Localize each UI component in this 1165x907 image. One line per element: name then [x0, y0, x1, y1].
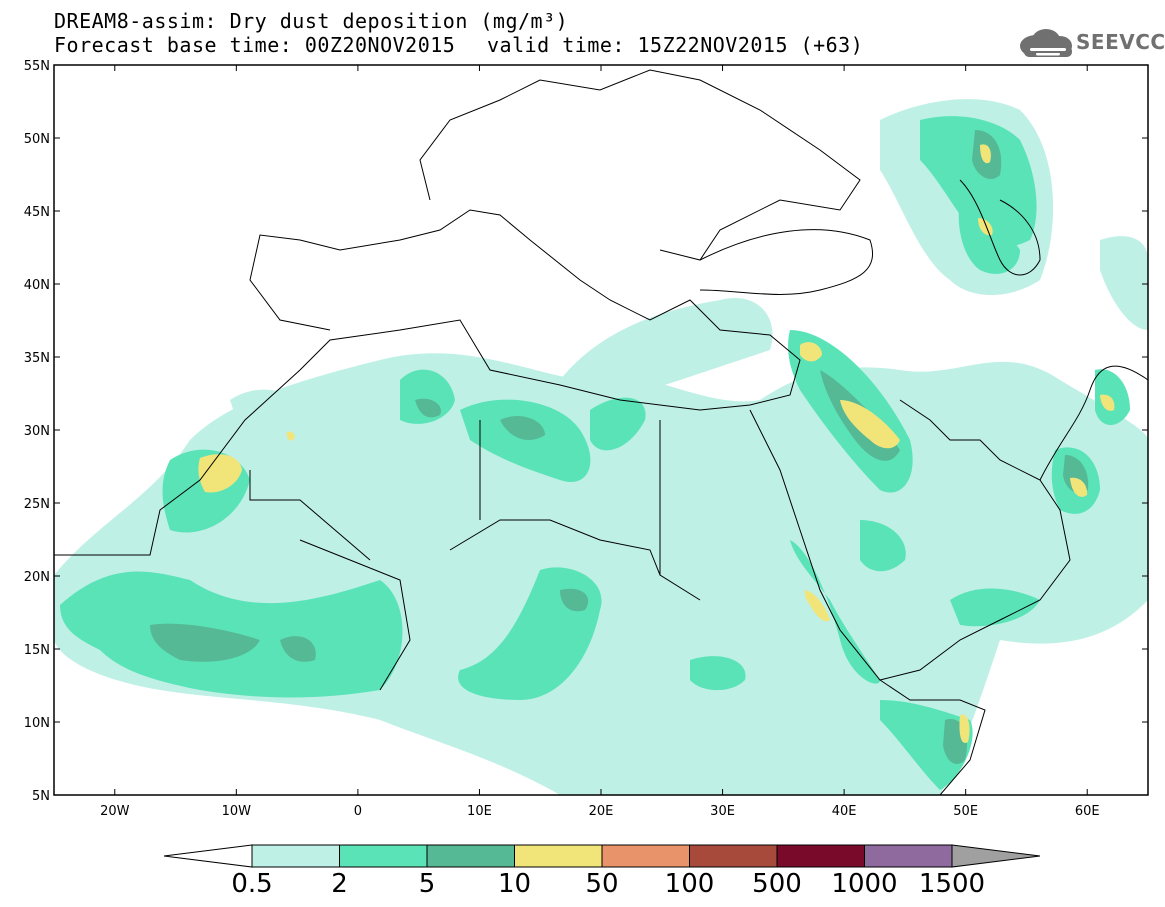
lon-axis: 20W 10W 0 10E 20E 30E 40E 50E 60E	[100, 65, 1100, 819]
colorbar-swatch	[514, 844, 603, 868]
lat-axis: 55N 50N 45N 40N 35N 30N 25N 20N 15N 10N 5N	[24, 59, 1148, 804]
colorbar-label: 2	[331, 869, 348, 899]
colorbar-label: 0.5	[231, 869, 272, 899]
cloud-icon	[1020, 29, 1072, 57]
forecast-base-time: Forecast base time: 00Z20NOV2015	[54, 33, 456, 57]
dust-field	[54, 69, 1148, 795]
lat-label: 30N	[24, 424, 50, 439]
map-title: DREAM8-assim: Dry dust deposition (mg/m³…	[54, 9, 569, 33]
lon-label: 50E	[953, 804, 978, 819]
lat-label: 50N	[24, 132, 50, 147]
lat-label: 35N	[24, 351, 50, 366]
lon-label: 30E	[710, 804, 735, 819]
colorbar-swatch	[601, 844, 690, 868]
lat-label: 15N	[24, 643, 50, 658]
lat-label: 55N	[24, 59, 50, 74]
colorbar-label: 1000	[831, 869, 897, 899]
lat-label: 40N	[24, 278, 50, 293]
lon-label: 20E	[589, 804, 614, 819]
lon-label: 10W	[222, 804, 252, 819]
colorbar-swatch	[339, 844, 428, 868]
colorbar-swatch	[251, 844, 340, 868]
lat-label: 10N	[24, 716, 50, 731]
colorbar-under-arrow	[163, 844, 253, 868]
valid-time: valid time: 15Z22NOV2015 (+63)	[487, 33, 864, 57]
lat-label: 20N	[24, 570, 50, 585]
colorbar-label: 10	[498, 869, 531, 899]
colorbar-label: 50	[585, 869, 618, 899]
colorbar-label: 1500	[919, 869, 985, 899]
lat-label: 45N	[24, 205, 50, 220]
lon-label: 40E	[832, 804, 857, 819]
lon-label: 10E	[467, 804, 492, 819]
lat-label: 5N	[32, 789, 50, 804]
lon-label: 60E	[1075, 804, 1100, 819]
colorbar-label: 100	[665, 869, 715, 899]
dust-level-4	[198, 144, 1115, 743]
logo-text: SEEVCCC	[1076, 30, 1165, 54]
lat-label: 25N	[24, 497, 50, 512]
lon-label: 0	[354, 804, 362, 819]
colorbar-swatch	[426, 844, 515, 868]
colorbar-swatch	[776, 844, 865, 868]
colorbar-swatch	[864, 844, 953, 868]
colorbar-label: 500	[752, 869, 802, 899]
lon-label: 20W	[100, 804, 130, 819]
colorbar-over-arrow	[951, 844, 1041, 868]
colorbar-swatch	[689, 844, 778, 868]
colorbar-label: 5	[419, 869, 436, 899]
coastlines	[54, 69, 1148, 795]
